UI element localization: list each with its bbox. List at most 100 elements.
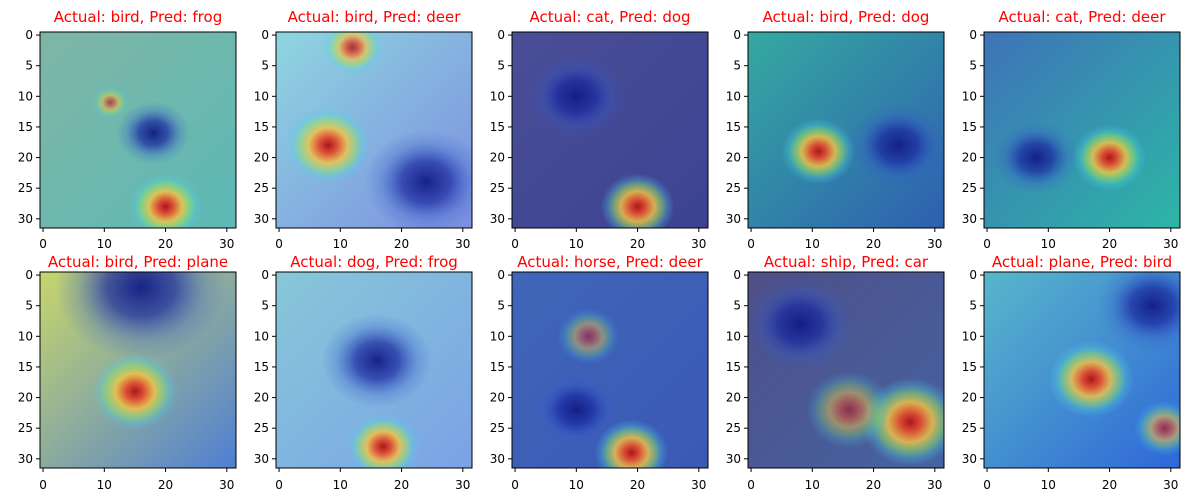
y-tick-label: 25 xyxy=(254,421,269,435)
subplot-3: Actual: cat, Pred: dog 0 10 20 30 0 5 10 15 20 25 3… xyxy=(490,8,709,251)
y-tick-label: 25 xyxy=(254,181,269,195)
hotspot-2 xyxy=(321,32,384,75)
subplot-title: Actual: cat, Pred: dog xyxy=(529,8,690,26)
y-tick-label: 25 xyxy=(962,181,977,195)
subplot-8: Actual: horse, Pred: deer 0 10 20 30 0 5 10 15 20… xyxy=(490,253,709,492)
subplot-title: Actual: horse, Pred: deer xyxy=(517,253,703,271)
y-tick-label: 25 xyxy=(18,181,33,195)
x-tick-label: 10 xyxy=(569,478,584,492)
subplot-title: Actual: bird, Pred: deer xyxy=(288,8,462,26)
y-tick-label: 25 xyxy=(18,421,33,435)
coldspot-1 xyxy=(116,101,191,165)
y-tick-label: 5 xyxy=(733,299,741,313)
y-tick-label: 20 xyxy=(726,391,741,405)
x-tick-label: 0 xyxy=(983,237,991,251)
y-tick-label: 0 xyxy=(25,28,33,42)
x-tick-label: 0 xyxy=(275,237,283,251)
x-tick-label: 20 xyxy=(394,237,409,251)
y-tick-label: 0 xyxy=(733,28,741,42)
y-tick-label: 0 xyxy=(733,268,741,282)
x-tick-label: 10 xyxy=(97,478,112,492)
y-tick-label: 30 xyxy=(490,452,505,466)
y-tick-label: 15 xyxy=(726,120,741,134)
hotspot-1 xyxy=(600,173,675,228)
heatmap-layer xyxy=(1048,272,1180,456)
coldspot-1 xyxy=(993,121,1079,195)
y-tick-label: 15 xyxy=(254,360,269,374)
x-tick-label: 20 xyxy=(630,237,645,251)
y-tick-label: 30 xyxy=(726,452,741,466)
heatmap-layer xyxy=(533,308,669,468)
x-tick-label: 30 xyxy=(691,478,706,492)
x-tick-label: 10 xyxy=(97,237,112,251)
y-tick-label: 10 xyxy=(962,89,977,103)
y-tick-label: 20 xyxy=(254,391,269,405)
subplot-2: Actual: bird, Pred: deer 0 10 20 30 0 5 10 15 20 2… xyxy=(254,8,473,251)
y-tick-label: 15 xyxy=(490,120,505,134)
subplot-title: Actual: bird, Pred: frog xyxy=(54,8,222,26)
x-tick-label: 0 xyxy=(511,478,519,492)
y-tick-label: 30 xyxy=(962,212,977,226)
y-tick-label: 30 xyxy=(490,212,505,226)
coldspot-1 xyxy=(321,313,433,408)
y-tick-label: 10 xyxy=(254,89,269,103)
y-tick-label: 10 xyxy=(490,329,505,343)
coldspot-1 xyxy=(1097,272,1180,353)
y-tick-label: 25 xyxy=(490,421,505,435)
y-tick-label: 5 xyxy=(969,59,977,73)
y-tick-label: 10 xyxy=(726,89,741,103)
y-tick-label: 25 xyxy=(490,181,505,195)
x-tick-label: 30 xyxy=(219,237,234,251)
axes-frame xyxy=(275,271,473,469)
x-tick-label: 0 xyxy=(511,237,519,251)
coldspot-1 xyxy=(533,373,620,447)
x-tick-label: 10 xyxy=(805,478,820,492)
y-tick-label: 30 xyxy=(254,212,269,226)
axes-frame xyxy=(39,271,237,469)
x-tick-label: 20 xyxy=(1102,237,1117,251)
x-tick-label: 0 xyxy=(747,237,755,251)
subplot-title: Actual: ship, Pred: car xyxy=(764,253,929,271)
hotspot-1 xyxy=(285,106,371,184)
heatmap-layer xyxy=(55,272,227,431)
y-tick-label: 0 xyxy=(25,268,33,282)
heatmap-layer xyxy=(748,277,944,467)
y-tick-label: 10 xyxy=(18,89,33,103)
y-tick-label: 15 xyxy=(962,120,977,134)
axes-frame xyxy=(983,271,1181,469)
x-tick-label: 30 xyxy=(455,237,470,251)
x-tick-label: 20 xyxy=(866,478,881,492)
hotspot-1 xyxy=(1072,124,1147,191)
subplot-5: Actual: cat, Pred: deer 0 10 20 30 0 5 10 15 20 25… xyxy=(962,8,1181,251)
subplot-title: Actual: dog, Pred: frog xyxy=(290,253,458,271)
x-tick-label: 30 xyxy=(927,478,942,492)
heatmap-layer xyxy=(781,103,944,187)
axes-frame xyxy=(511,31,709,229)
x-tick-label: 20 xyxy=(866,237,881,251)
y-tick-label: 25 xyxy=(726,421,741,435)
x-tick-label: 20 xyxy=(394,478,409,492)
x-tick-label: 0 xyxy=(747,478,755,492)
subplot-1: Actual: bird, Pred: frog 0 10 20 30 0 5 10 15 20 2… xyxy=(18,8,237,251)
y-tick-label: 20 xyxy=(18,151,33,165)
y-tick-label: 20 xyxy=(18,391,33,405)
y-tick-label: 5 xyxy=(733,59,741,73)
x-tick-label: 20 xyxy=(158,237,173,251)
subplot-title: Actual: plane, Pred: bird xyxy=(992,253,1172,271)
y-tick-label: 30 xyxy=(18,212,33,226)
x-tick-label: 30 xyxy=(455,478,470,492)
y-tick-label: 10 xyxy=(490,89,505,103)
y-tick-label: 15 xyxy=(18,120,33,134)
axes-frame xyxy=(275,31,473,229)
y-tick-label: 10 xyxy=(254,329,269,343)
heatmap-layer xyxy=(993,121,1147,195)
x-tick-label: 10 xyxy=(333,237,348,251)
hotspot-1 xyxy=(781,118,856,185)
coldspot-1 xyxy=(748,277,856,371)
hotspot-2 xyxy=(92,85,129,119)
y-tick-label: 15 xyxy=(726,360,741,374)
y-tick-label: 10 xyxy=(18,329,33,343)
axes-frame xyxy=(511,271,709,469)
y-tick-label: 5 xyxy=(25,299,33,313)
